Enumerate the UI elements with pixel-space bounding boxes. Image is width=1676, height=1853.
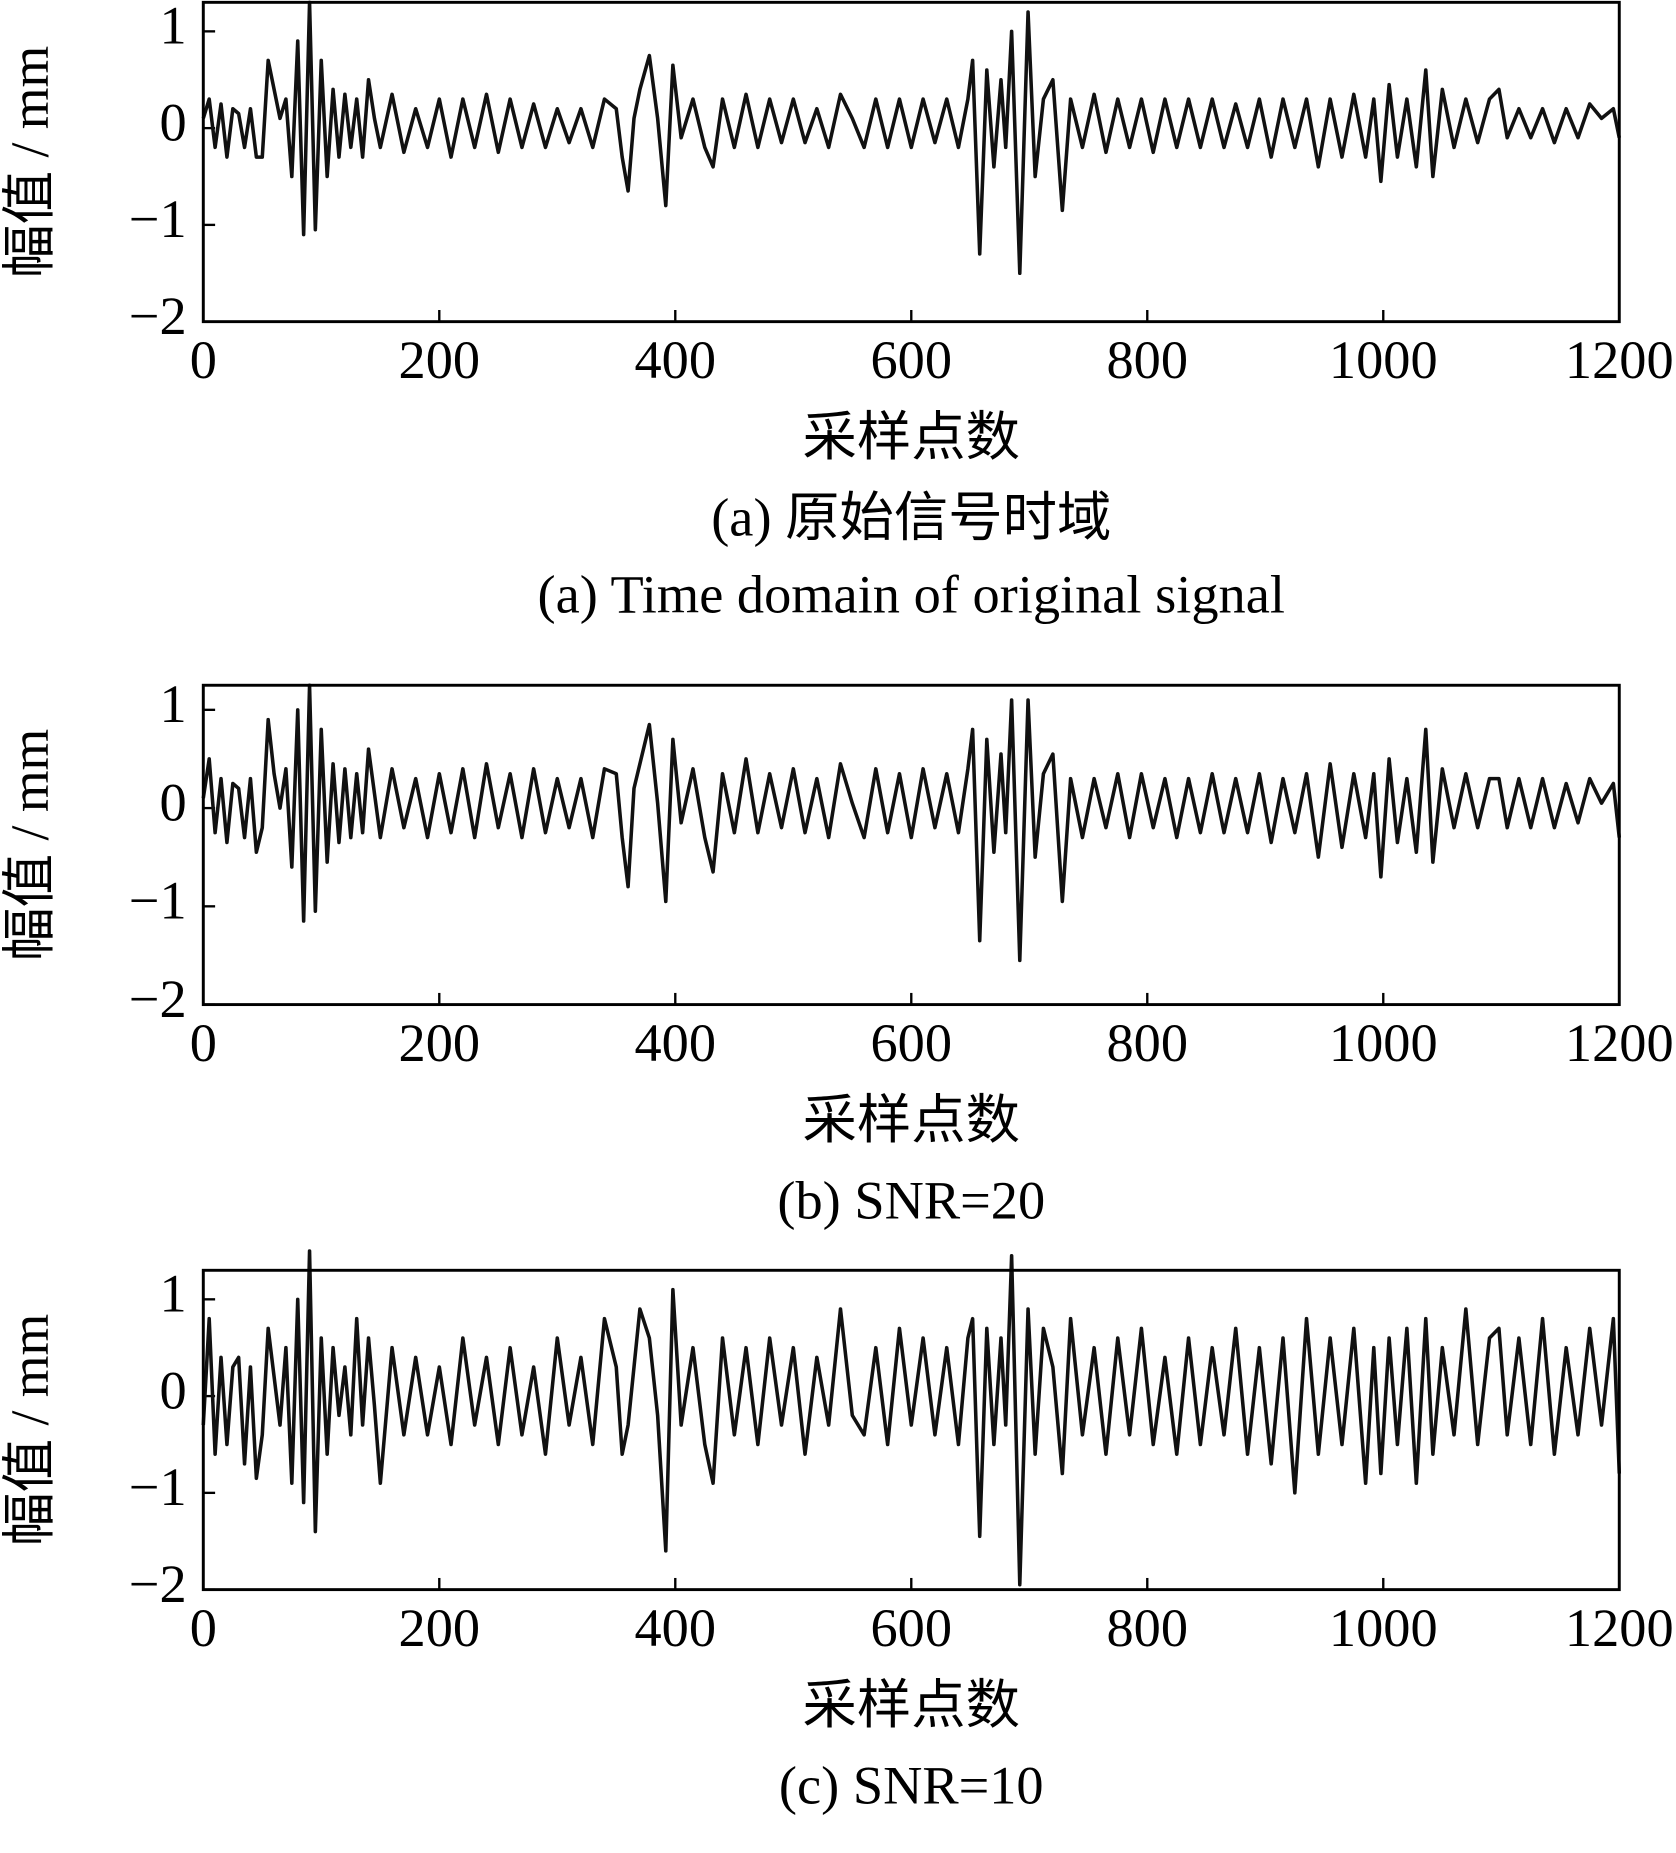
y-tick-label: −1 (129, 1457, 187, 1517)
y-tick-label: −2 (129, 969, 187, 1029)
caption: (a) 原始信号时域 (711, 488, 1111, 548)
subplot: 0 200 400 600 800 1000 1200 −2 −1 0 1 幅值 / mm 采样点数 (a… (0, 0, 1674, 624)
x-tick-label: 800 (1106, 331, 1188, 391)
x-tick-label: 600 (871, 331, 953, 391)
y-tick-label: 0 (160, 773, 187, 833)
x-tick-label: 0 (190, 1014, 217, 1074)
x-tick-label: 600 (871, 1599, 953, 1659)
signal-line (201, 683, 1622, 963)
x-tick-label: 400 (635, 1014, 717, 1074)
plot-frame (201, 0, 1621, 324)
x-tick-label: 1000 (1329, 1599, 1438, 1659)
y-tick-label: 1 (160, 0, 187, 56)
y-tick-label: −2 (129, 1554, 187, 1614)
x-axis-label: 采样点数 (803, 1090, 1020, 1150)
x-tick-label: 0 (190, 1599, 217, 1659)
x-tick-label: 1200 (1565, 1014, 1674, 1074)
y-tick-label: 0 (160, 93, 187, 153)
x-tick-label: 0 (190, 331, 217, 391)
x-tick-label: 200 (399, 331, 481, 391)
y-axis-label: 幅值 / mm (0, 729, 60, 961)
x-tick-label: 400 (635, 1599, 717, 1659)
x-axis-label: 采样点数 (803, 1675, 1020, 1735)
signal-line (201, 1249, 1622, 1587)
x-tick-label: 1000 (1329, 331, 1438, 391)
plot-frame (201, 683, 1621, 1007)
caption: (a) Time domain of original signal (538, 565, 1285, 625)
signal-line (201, 0, 1622, 276)
y-tick-label: 1 (160, 1264, 187, 1324)
y-axis-label: 幅值 / mm (0, 46, 60, 278)
x-tick-label: 1000 (1329, 1014, 1438, 1074)
y-tick-label: −1 (129, 871, 187, 931)
x-tick-label: 400 (635, 331, 717, 391)
x-tick-label: 1200 (1565, 331, 1674, 391)
y-tick-label: −2 (129, 286, 187, 346)
caption: (c) SNR=10 (779, 1756, 1044, 1816)
y-tick-label: 1 (160, 674, 187, 734)
subplot: 0 200 400 600 800 1000 1200 −2 −1 0 1 幅值 / mm 采样点数 (b… (0, 674, 1674, 1230)
subplot: 0 200 400 600 800 1000 1200 −2 −1 0 1 幅值 / mm 采样点数 (c… (0, 1249, 1674, 1816)
plot-frame (201, 1268, 1621, 1592)
x-tick-label: 200 (399, 1014, 481, 1074)
caption: (b) SNR=20 (777, 1171, 1045, 1231)
x-tick-label: 600 (871, 1014, 953, 1074)
x-tick-label: 1200 (1565, 1599, 1674, 1659)
x-tick-label: 800 (1106, 1599, 1188, 1659)
x-tick-label: 800 (1106, 1014, 1188, 1074)
y-tick-label: 0 (160, 1361, 187, 1421)
x-tick-label: 200 (399, 1599, 481, 1659)
y-tick-label: −1 (129, 190, 187, 250)
x-axis-label: 采样点数 (803, 407, 1020, 467)
y-axis-label: 幅值 / mm (0, 1314, 60, 1546)
